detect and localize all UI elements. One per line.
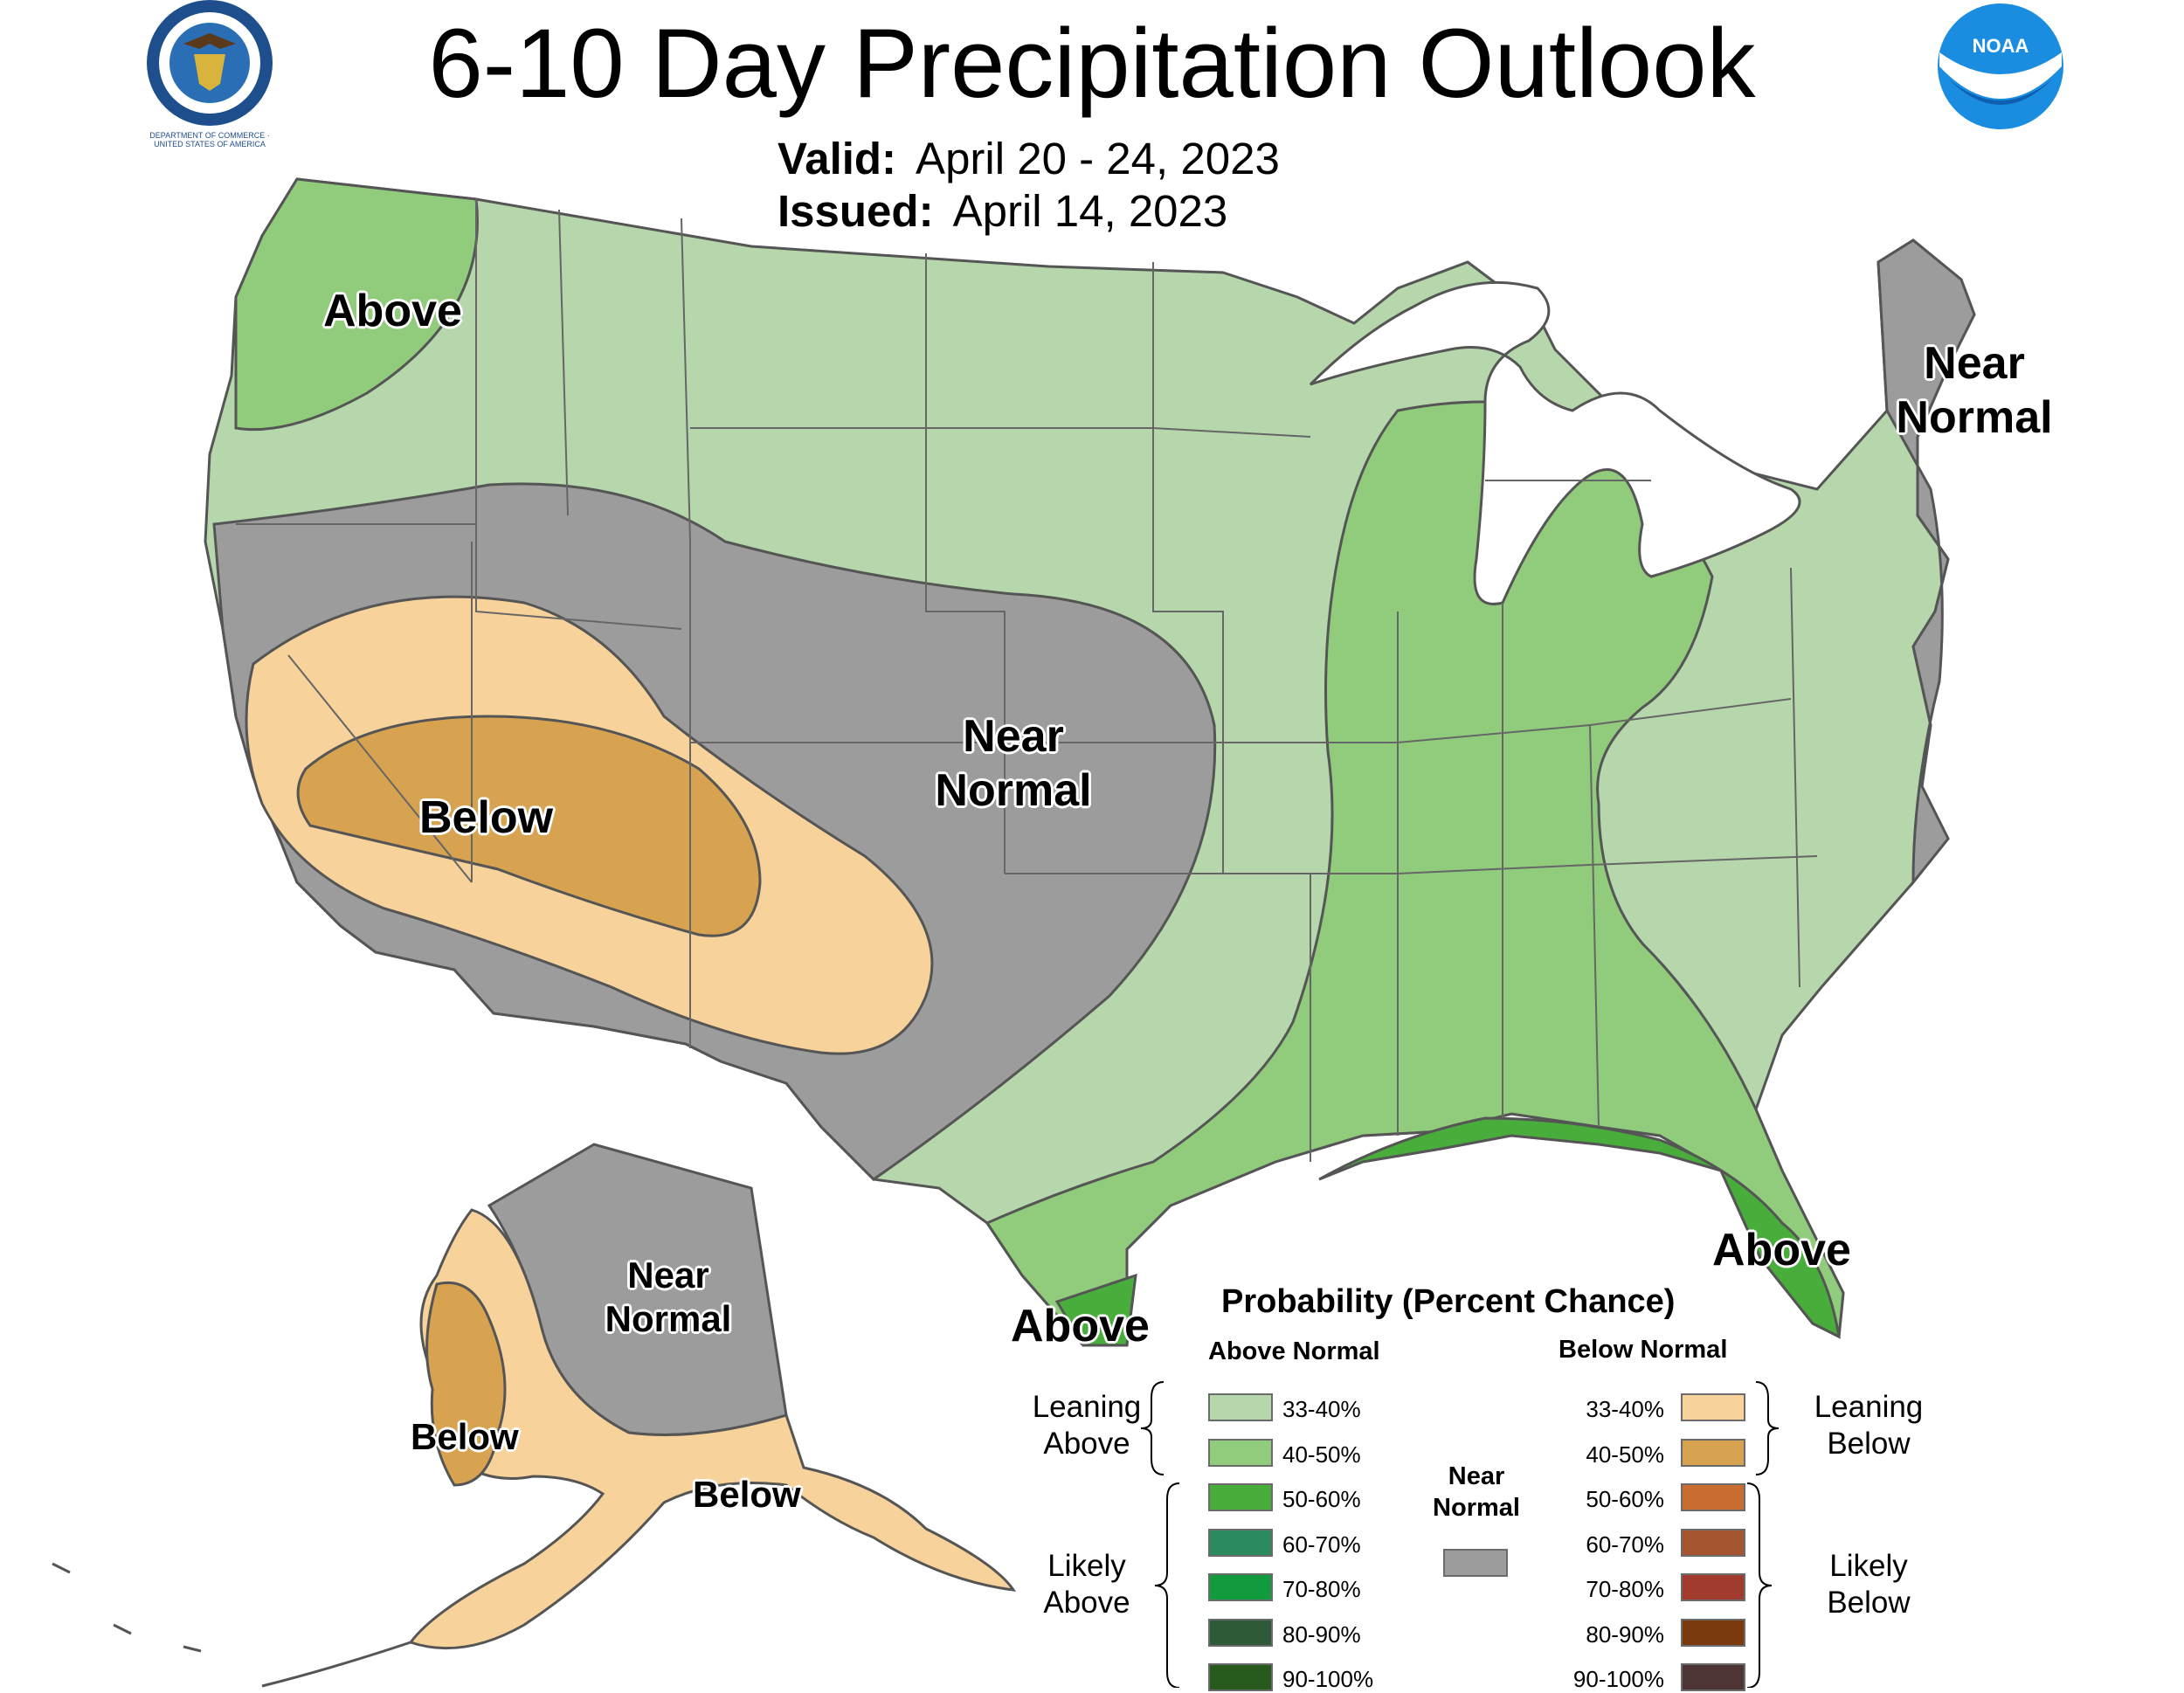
legend-above-label: 60-70% [1282,1531,1361,1558]
legend-below-label: 33-40% [1586,1396,1664,1422]
legend-near-heading: Near Normal [1428,1461,1524,1524]
legend-above-swatch [1208,1528,1273,1557]
label-south-texas-above: Above [1011,1301,1150,1351]
legend-below-swatch [1681,1618,1745,1647]
legend-title: Probability (Percent Chance) [1221,1283,1676,1320]
legend-below-label: 40-50% [1586,1441,1664,1468]
legend-leaning-below: Leaning Below [1795,1389,1942,1462]
legend-above-label: 90-100% [1282,1666,1374,1692]
noaa-logo-icon [1938,3,2063,129]
south-texas-likely-above-region [1054,1273,1137,1347]
issued-value: April 14, 2023 [952,186,1228,236]
legend-below-swatch [1681,1438,1745,1467]
label-alaska-west-below: Below [411,1416,519,1457]
label-pacific-nw-above: Above [323,286,462,336]
legend-above-swatch [1208,1393,1273,1421]
legend-above-label: 80-90% [1282,1620,1361,1648]
west-below-region [296,715,762,937]
legend-above-label: 40-50% [1282,1441,1361,1468]
department-of-commerce-seal-icon [147,0,273,126]
legend-leaning-above: Leaning Above [1013,1389,1160,1462]
label-alaska-south-below: Below [693,1474,801,1515]
legend-leaning-above-line1: Leaning [1032,1390,1142,1424]
legend-likely-above-line2: Above [1043,1586,1130,1620]
legend-likely-above-line1: Likely [1047,1549,1126,1583]
label-plains-line2: Normal [935,765,1092,816]
legend-leaning-above-line2: Above [1043,1427,1130,1461]
legend-below-heading: Below Normal [1559,1336,1728,1364]
pacific-nw-above-region [234,177,479,432]
legend-below-label: 60-70% [1586,1531,1664,1558]
legend-below-swatch [1681,1573,1745,1601]
legend-above-swatch [1208,1573,1273,1601]
label-northeast-near-normal: Near Normal [1870,336,2079,445]
legend-above-swatch [1208,1483,1273,1511]
legend-below-label: 50-60% [1586,1486,1664,1512]
issued-date: Issued: April 14, 2023 [778,185,1227,238]
legend-below-label: 70-80% [1586,1576,1664,1602]
issued-label: Issued: [778,186,934,236]
label-west-below: Below [419,792,554,843]
legend-near-line1: Near [1448,1462,1505,1490]
northeast-near-normal-region [1876,238,1976,887]
legend-near-normal-swatch [1443,1549,1508,1577]
legend-likely-above: Likely Above [1013,1548,1160,1621]
legend-below-swatch [1681,1663,1745,1691]
label-northeast-line1: Near [1924,338,2025,389]
label-plains-line1: Near [963,711,1064,762]
legend-near-line2: Normal [1433,1494,1520,1522]
alaska-below-region [425,1281,507,1487]
legend-below-swatch [1681,1483,1745,1511]
label-plains-near-normal: Near Normal [909,709,1118,818]
legend-below-label: 90-100% [1572,1666,1664,1692]
legend-above-swatch [1208,1618,1273,1647]
label-alaska-near-normal: Near Normal [577,1254,760,1341]
page-title: 6-10 Day Precipitation Outlook [428,9,1756,118]
legend-likely-below: Likely Below [1795,1548,1942,1621]
legend-above-heading: Above Normal [1208,1337,1380,1365]
legend-below-label: 80-90% [1586,1620,1664,1648]
legend-below-swatch [1681,1393,1745,1421]
noaa-logo-text: NOAA [1972,35,2029,57]
legend-above-swatch [1208,1438,1273,1467]
label-florida-above: Above [1712,1225,1851,1275]
legend-above-swatch [1208,1663,1273,1691]
legend-above-label: 70-80% [1282,1576,1361,1602]
valid-date: Valid: April 20 - 24, 2023 [778,133,1280,185]
legend-likely-below-line2: Below [1827,1586,1911,1620]
gulf-likely-above-region [1318,1116,1841,1339]
valid-value: April 20 - 24, 2023 [916,134,1280,183]
label-alaska-line1: Near [627,1254,709,1296]
legend-leaning-below-line1: Leaning [1814,1390,1924,1424]
great-lakes [1309,280,1801,605]
alaska-islands [52,1562,411,1688]
label-northeast-line2: Normal [1896,392,2053,443]
legend-leaning-below-line2: Below [1827,1427,1911,1461]
legend-above-label: 33-40% [1282,1396,1361,1422]
label-alaska-line2: Normal [605,1298,732,1339]
legend-above-label: 50-60% [1282,1486,1361,1512]
valid-label: Valid: [778,134,897,183]
legend-likely-below-line1: Likely [1829,1549,1908,1583]
commerce-seal-text: DEPARTMENT OF COMMERCE · UNITED STATES O… [149,131,270,149]
state-borders [236,199,1818,1162]
legend-below-swatch [1681,1528,1745,1557]
